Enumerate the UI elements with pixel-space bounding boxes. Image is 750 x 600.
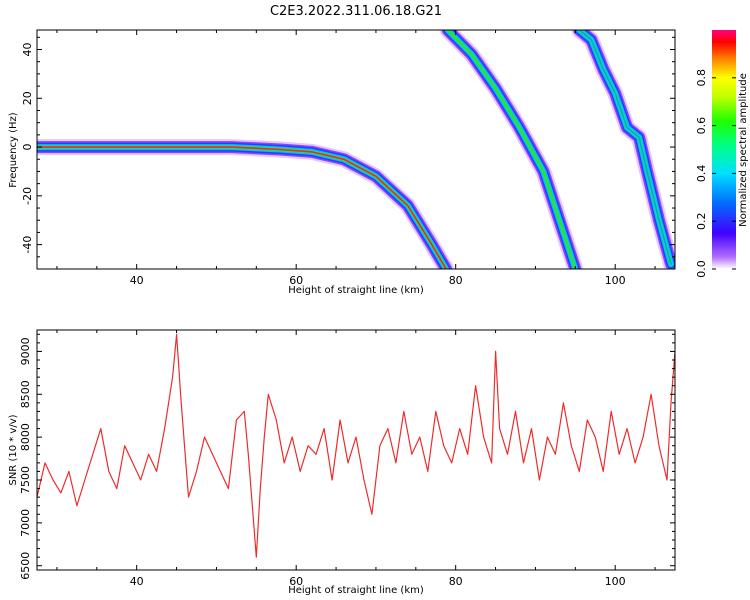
snr-xtick-label: 40 xyxy=(130,575,144,588)
snr-xtick-label: 80 xyxy=(449,575,463,588)
trace-0-band-2 xyxy=(37,142,451,269)
trace-1-peak xyxy=(446,30,577,269)
spectrogram-ylabel: Frequency (Hz) xyxy=(8,112,19,188)
spec-ytick-label: 0 xyxy=(21,144,34,151)
snr-axes: 40 60 80 100 6500 7000 7500 8000 8500 9000 xyxy=(19,330,675,588)
spectrogram-traces xyxy=(37,30,675,269)
colorbar-tick-label: 0.2 xyxy=(695,212,708,230)
colorbar-tick-label: 0.6 xyxy=(695,117,708,135)
spec-ytick-label: -40 xyxy=(21,236,34,254)
snr-ytick-label: 8500 xyxy=(19,380,32,408)
trace-0-peak xyxy=(37,146,447,269)
trace-0-band-0 xyxy=(37,139,455,269)
snr-ytick-label: 7000 xyxy=(19,509,32,537)
snr-ytick-label: 9000 xyxy=(19,337,32,365)
colorbar-axes: 0.0 0.2 0.4 0.6 0.8 xyxy=(695,69,736,278)
spec-ytick-label: -20 xyxy=(21,187,34,205)
trace-1-band-0 xyxy=(439,30,584,269)
trace-0-band-1 xyxy=(37,141,453,269)
colorbar-tick-label: 0.0 xyxy=(695,260,708,278)
spec-xtick-label: 40 xyxy=(130,274,144,287)
trace-2-peak xyxy=(578,30,672,265)
spectrogram-axes: 40 60 80 100 -40 -20 0 20 40 xyxy=(21,30,675,287)
snr-xlabel: Height of straight line (km) xyxy=(288,585,424,596)
spec-xtick-label: 80 xyxy=(449,274,463,287)
spec-ytick-label: 40 xyxy=(21,43,34,57)
spectrogram-xlabel: Height of straight line (km) xyxy=(288,285,424,296)
colorbar-tick-label: 0.4 xyxy=(695,165,708,183)
snr-frame xyxy=(36,329,676,571)
colorbar: 0.0 0.2 0.4 0.6 0.8 Normalized spectral ampl… xyxy=(695,30,749,278)
snr-ytick-label: 8000 xyxy=(19,423,32,451)
colorbar-tick-label: 0.8 xyxy=(695,69,708,87)
trace-0-band-3 xyxy=(37,144,450,269)
snr-xtick-label: 100 xyxy=(605,575,626,588)
figure-title: C2E3.2022.311.06.18.G21 xyxy=(270,4,442,19)
colorbar-label: Normalized spectral amplitude xyxy=(738,73,749,227)
snr-ytick-label: 7500 xyxy=(19,466,32,494)
trace-0-band-4 xyxy=(37,145,448,269)
snr-line xyxy=(37,333,675,558)
snr-ytick-label: 6500 xyxy=(19,552,32,580)
snr-line-group xyxy=(37,333,675,558)
spec-xtick-label: 60 xyxy=(289,274,303,287)
snr-panel: 40 60 80 100 6500 7000 7500 8000 8500 9000 Height… xyxy=(8,329,676,596)
spectrogram-frame xyxy=(36,29,676,270)
spectrogram-panel: 40 60 80 100 -40 -20 0 20 40 Height of straight … xyxy=(8,29,676,296)
snr-ylabel: SNR (10 * v/v) xyxy=(8,414,19,485)
colorbar-gradient xyxy=(712,30,736,269)
spec-xtick-label: 100 xyxy=(605,274,626,287)
spec-ytick-label: 20 xyxy=(21,91,34,105)
snr-xtick-label: 60 xyxy=(289,575,303,588)
